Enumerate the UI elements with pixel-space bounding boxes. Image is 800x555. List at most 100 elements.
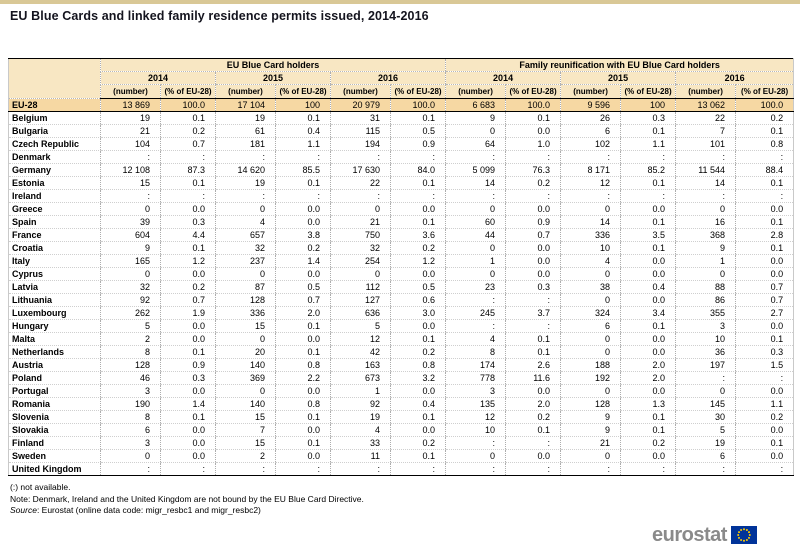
value-cell: 0.5	[275, 280, 331, 294]
table-row: Denmark::::::::::::	[8, 150, 794, 164]
table-row: Luxembourg 262 1.9 336 2.0 636 3.0 245 3.7 324 3.4…	[8, 306, 794, 320]
value-cell: 15	[215, 319, 276, 333]
value-cell: 14	[445, 176, 506, 190]
table-row: Lithuania 92 0.7 128 0.7 127 0.6::0 0.0 86 0.7	[8, 293, 794, 307]
value-cell: 0.0	[275, 215, 331, 229]
value-cell: 324	[560, 306, 621, 320]
year-header-2014: 2014	[445, 71, 561, 85]
value-cell: 102	[560, 137, 621, 151]
value-cell: :	[620, 462, 676, 476]
value-cell: 20	[215, 345, 276, 359]
footnote-source: Source: Eurostat (online data code: migr…	[10, 505, 364, 517]
group-header-blue-card: EU Blue Card holders	[99, 58, 446, 72]
value-cell: 0.0	[275, 449, 331, 463]
value-cell: 1.3	[620, 397, 676, 411]
value-cell: :	[215, 189, 276, 203]
value-cell: 0.8	[275, 358, 331, 372]
value-cell: 7	[675, 124, 736, 138]
subheader-number: (number)	[330, 84, 391, 99]
value-cell: 0	[675, 202, 736, 216]
value-cell: 1.1	[735, 397, 794, 411]
value-cell: 0.4	[275, 124, 331, 138]
value-cell: 19	[100, 111, 161, 125]
value-cell: 3	[100, 384, 161, 398]
value-cell: 115	[330, 124, 391, 138]
value-cell: :	[560, 462, 621, 476]
country-label: Hungary	[8, 319, 101, 333]
value-cell: 3.5	[620, 228, 676, 242]
value-cell: 657	[215, 228, 276, 242]
value-cell: 673	[330, 371, 391, 385]
value-cell: 7	[215, 423, 276, 437]
value-cell: 104	[100, 137, 161, 151]
value-cell: 0.0	[275, 202, 331, 216]
value-cell: 3	[100, 436, 161, 450]
value-cell: 21	[560, 436, 621, 450]
value-cell: 0.1	[160, 241, 216, 255]
value-cell: 190	[100, 397, 161, 411]
value-cell: 336	[560, 228, 621, 242]
value-cell: 9	[560, 423, 621, 437]
value-cell: :	[215, 150, 276, 164]
value-cell: 0.2	[389, 345, 446, 359]
value-cell: :	[505, 319, 561, 333]
value-cell: 64	[445, 137, 506, 151]
value-cell: 4	[560, 254, 621, 268]
value-cell: 0.1	[620, 319, 676, 333]
value-cell: 61	[215, 124, 276, 138]
country-label: Ireland	[8, 189, 101, 203]
value-cell: 0	[445, 241, 506, 255]
value-cell: 245	[445, 306, 506, 320]
value-cell: :	[215, 462, 276, 476]
value-cell: 2.0	[620, 371, 676, 385]
value-cell: 14	[675, 176, 736, 190]
table-row: EU-28 13 869 100.0 17 104 100 20 979 100.0 6 68…	[8, 98, 794, 112]
value-cell: 0	[445, 202, 506, 216]
country-label: Greece	[8, 202, 101, 216]
value-cell: 0.0	[505, 124, 561, 138]
value-cell: 0.1	[389, 332, 446, 346]
value-cell: 2.0	[620, 358, 676, 372]
table-row: Latvia 32 0.2 87 0.5 112 0.5 23 0.3 38 0.4 88 0.7	[8, 280, 794, 294]
value-cell: 1.0	[505, 137, 561, 151]
value-cell: 0.8	[389, 358, 446, 372]
value-cell: 1.4	[275, 254, 331, 268]
value-cell: 0	[215, 384, 276, 398]
value-cell: 2.8	[735, 228, 794, 242]
country-label: Poland	[8, 371, 101, 385]
value-cell: 15	[215, 436, 276, 450]
value-cell: :	[275, 189, 331, 203]
table-container: EU Blue Card holders Family reunificatio…	[8, 58, 795, 476]
value-cell: 30	[675, 410, 736, 424]
value-cell: 0.1	[735, 176, 794, 190]
table-row: Estonia 15 0.1 19 0.1 22 0.1 14 0.2 12 0.1 14 0.1	[8, 176, 794, 190]
value-cell: 0.7	[735, 280, 794, 294]
subheader-percent: (% of EU-28)	[275, 84, 331, 99]
value-cell: 88	[675, 280, 736, 294]
value-cell: 10	[675, 332, 736, 346]
value-cell: 0.7	[505, 228, 561, 242]
value-cell: :	[275, 150, 331, 164]
value-cell: 0.9	[505, 215, 561, 229]
value-cell: 4	[215, 215, 276, 229]
value-cell: 0.1	[275, 176, 331, 190]
value-cell: 20 979	[330, 98, 391, 112]
value-cell: 0.0	[160, 423, 216, 437]
value-cell: 12	[330, 332, 391, 346]
value-cell: :	[445, 462, 506, 476]
eurostat-logo: eurostat	[652, 524, 757, 546]
value-cell: 0.0	[160, 384, 216, 398]
source-text: : Eurostat (online data code: migr_resbc…	[36, 505, 261, 515]
value-cell: 0.1	[275, 345, 331, 359]
value-cell: :	[445, 293, 506, 307]
value-cell: 368	[675, 228, 736, 242]
value-cell: 0.1	[389, 176, 446, 190]
value-cell: 0.1	[735, 124, 794, 138]
value-cell: 0.4	[389, 397, 446, 411]
value-cell: 0	[330, 202, 391, 216]
value-cell: :	[675, 189, 736, 203]
value-cell: 0.4	[620, 280, 676, 294]
value-cell: 101	[675, 137, 736, 151]
value-cell: 0.1	[620, 124, 676, 138]
value-cell: 0.0	[389, 267, 446, 281]
